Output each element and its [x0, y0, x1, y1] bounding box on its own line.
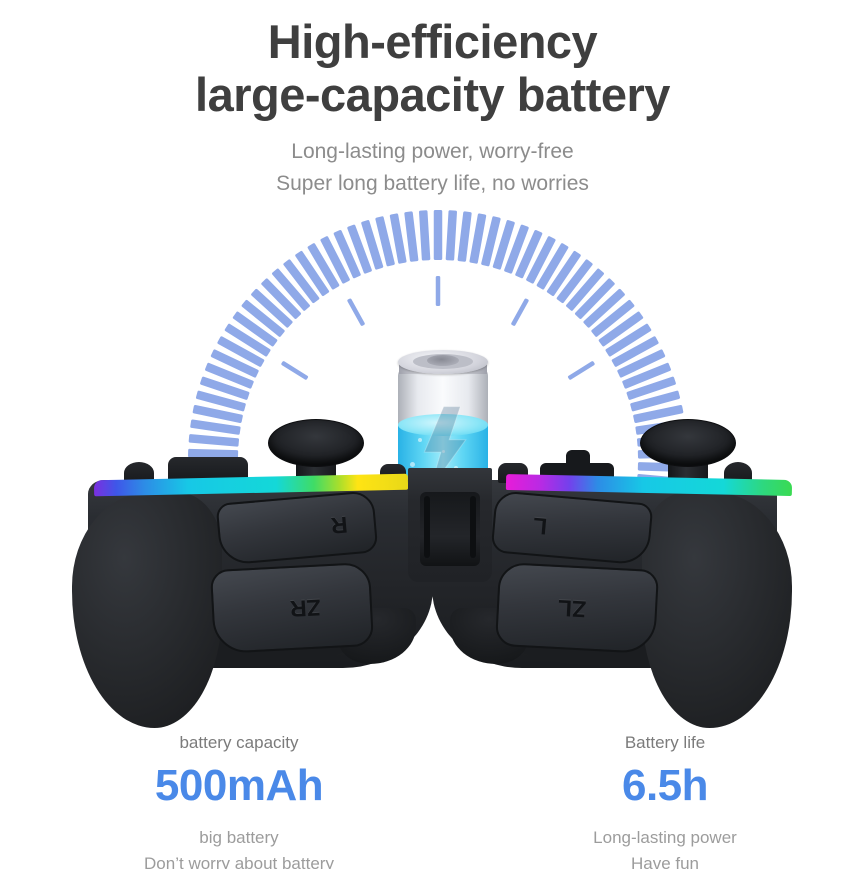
trigger-label-zr: ZR — [289, 594, 321, 622]
stat-life-label: Battery life — [624, 733, 706, 752]
title-line-2: large-capacity battery — [195, 67, 670, 121]
bubble — [410, 462, 415, 467]
trigger-button-zl: ZL — [494, 561, 660, 655]
stat-life-value: 6.5h — [621, 761, 709, 810]
connector-rail-slot — [470, 496, 476, 558]
connector-rail-slot — [424, 496, 430, 558]
stat-life-desc-1: Long-lasting power — [593, 828, 737, 847]
title-line-1: High-efficiency — [267, 15, 598, 68]
stat-battery-life: Battery life 6.5h Long-lasting power Hav… — [530, 733, 800, 869]
bubble — [418, 438, 422, 442]
stat-capacity-desc-2: Don’t worry about battery — [144, 854, 334, 869]
stat-capacity-desc-1: big battery — [199, 828, 279, 847]
left-thumbstick — [268, 419, 364, 467]
bubble — [442, 450, 445, 453]
subtitle-line-2: Super long battery life, no worries — [276, 171, 589, 195]
left-grip — [72, 492, 222, 728]
trigger-label-l: L — [531, 512, 549, 540]
stat-battery-capacity: battery capacity 500mAh big battery Don’… — [104, 733, 374, 869]
stat-capacity-label: battery capacity — [179, 733, 299, 752]
right-grip — [642, 492, 792, 728]
subtitle-line-1: Long-lasting power, worry-free — [291, 140, 574, 163]
trigger-label-r: R — [329, 511, 349, 539]
stat-capacity-value: 500mAh — [154, 761, 324, 810]
page-subtitle: Long-lasting power, worry-free Super lon… — [0, 136, 865, 199]
page-title: High-efficiency large-capacity battery — [0, 15, 865, 121]
trigger-label-zl: ZL — [557, 594, 587, 622]
lightning-bolt-icon — [423, 406, 467, 490]
battery-cap-nub — [427, 355, 459, 366]
battery-liquid-surface — [398, 414, 488, 436]
trigger-button-zr: ZR — [209, 561, 375, 655]
stat-life-desc-2: Have fun — [630, 854, 700, 869]
right-thumbstick — [640, 419, 736, 467]
connector-bridge — [408, 468, 492, 582]
